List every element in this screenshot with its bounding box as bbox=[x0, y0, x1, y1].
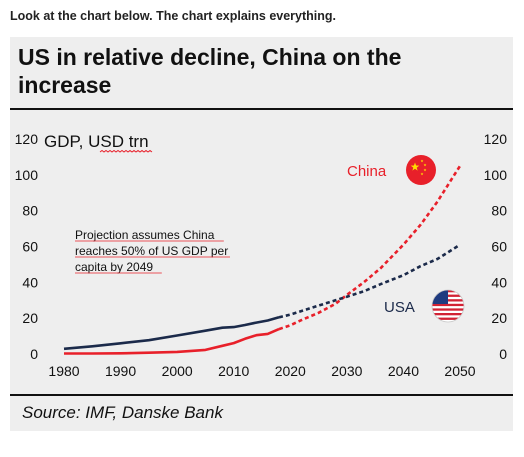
projection-note-line: reaches 50% of US GDP per bbox=[75, 244, 228, 258]
x-tick: 2020 bbox=[275, 363, 306, 379]
y-tick-right: 20 bbox=[491, 310, 507, 326]
unit-underline bbox=[99, 149, 153, 153]
source-text: Source: IMF, Danske Bank bbox=[22, 403, 223, 422]
y-tick-left: 0 bbox=[30, 346, 38, 362]
y-tick-left: 20 bbox=[22, 310, 38, 326]
y-axis-unit-label: GDP, USD trn bbox=[44, 132, 149, 151]
y-axis-left: 0 20 40 60 80 100 120 bbox=[15, 131, 39, 362]
x-tick: 2030 bbox=[331, 363, 362, 379]
series-labels: China USA bbox=[347, 155, 465, 323]
usa-flag-icon bbox=[431, 289, 465, 323]
projection-note: Projection assumes China reaches 50% of U… bbox=[75, 228, 230, 274]
y-tick-right: 120 bbox=[484, 131, 508, 147]
y-tick-right: 0 bbox=[499, 346, 507, 362]
china-flag-icon bbox=[406, 155, 436, 185]
y-tick-right: 40 bbox=[491, 274, 507, 290]
source-divider bbox=[10, 394, 513, 396]
x-tick: 1990 bbox=[105, 363, 136, 379]
chart-title: US in relative decline, China on the inc… bbox=[18, 44, 402, 98]
usa-label: USA bbox=[384, 299, 415, 316]
x-tick: 2050 bbox=[444, 363, 475, 379]
usa-line-projection bbox=[278, 243, 461, 319]
y-tick-left: 100 bbox=[15, 167, 39, 183]
plot-lines bbox=[63, 165, 462, 355]
title-divider bbox=[10, 108, 513, 110]
intro-text: Look at the chart below. The chart expla… bbox=[10, 9, 337, 23]
projection-note-line: capita by 2049 bbox=[75, 260, 153, 274]
y-tick-left: 60 bbox=[22, 239, 38, 255]
y-tick-right: 60 bbox=[491, 239, 507, 255]
china-label: China bbox=[347, 163, 387, 180]
x-tick: 2010 bbox=[218, 363, 249, 379]
x-axis: 1980 1990 2000 2010 2020 2030 2040 2050 bbox=[48, 363, 475, 379]
china-line-historical bbox=[64, 327, 280, 355]
china-line-projection bbox=[278, 165, 462, 331]
chart-panel: US in relative decline, China on the inc… bbox=[10, 37, 513, 431]
y-axis-right: 0 20 40 60 80 100 120 bbox=[484, 131, 508, 362]
y-tick-left: 40 bbox=[22, 274, 38, 290]
y-tick-left: 80 bbox=[22, 203, 38, 219]
y-tick-right: 80 bbox=[491, 203, 507, 219]
usa-line-historical bbox=[63, 316, 280, 351]
x-tick: 2040 bbox=[388, 363, 419, 379]
y-tick-left: 120 bbox=[15, 131, 39, 147]
x-tick: 2000 bbox=[162, 363, 193, 379]
y-tick-right: 100 bbox=[484, 167, 508, 183]
x-tick: 1980 bbox=[48, 363, 79, 379]
projection-note-line: Projection assumes China bbox=[75, 228, 215, 242]
